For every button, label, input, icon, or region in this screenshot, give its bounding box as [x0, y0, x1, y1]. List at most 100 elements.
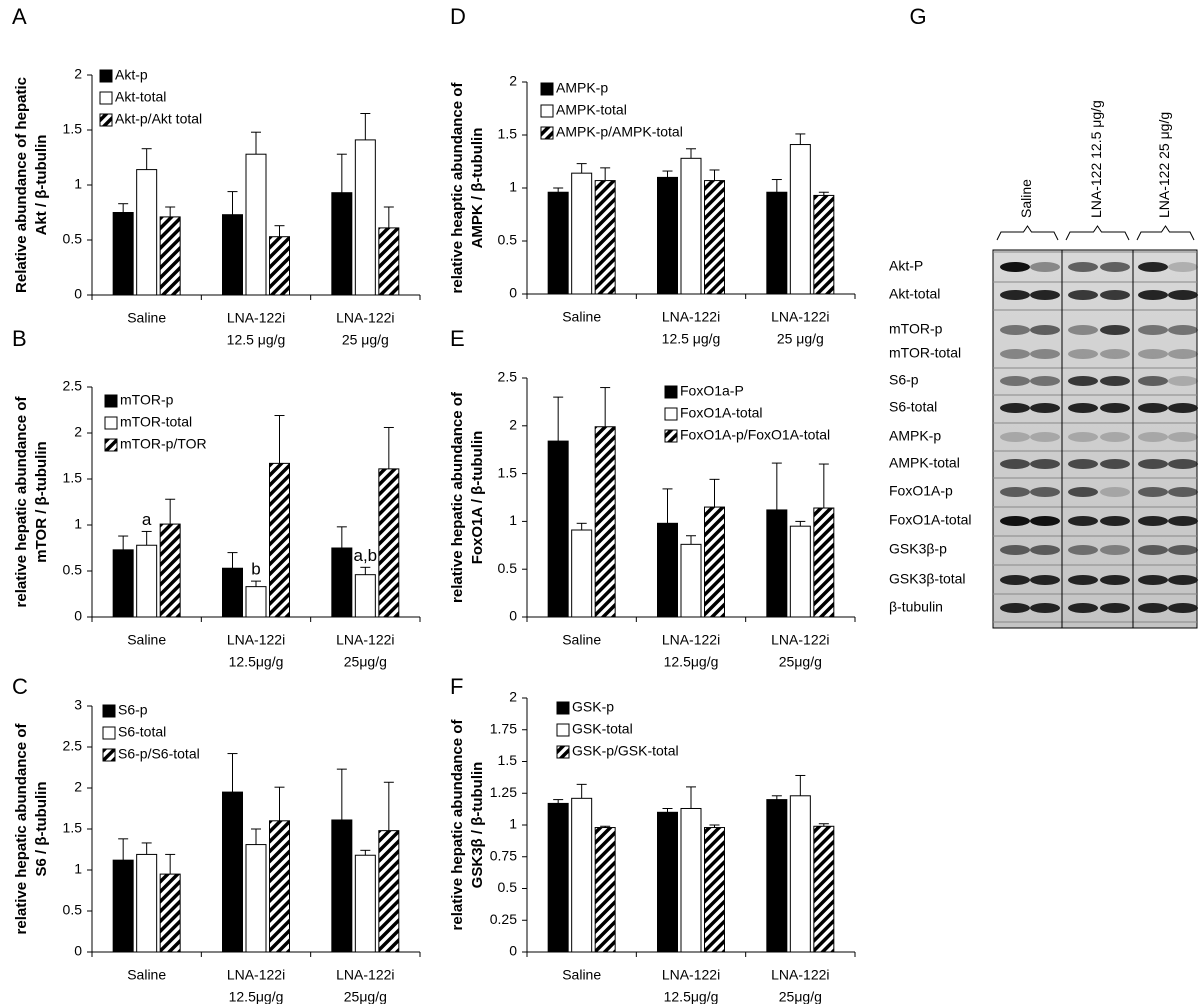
legend-swatch [664, 385, 678, 399]
bar [112, 549, 134, 618]
error-bar [818, 823, 829, 827]
y-axis-title: AMPK / β-tubulin [469, 128, 486, 249]
y-tick-label: 0.5 [498, 560, 518, 576]
bar [112, 859, 134, 953]
bar [331, 819, 353, 953]
y-tick-label: 1 [509, 179, 517, 195]
y-axis-title: Relative abundance of hepatic [13, 77, 30, 293]
legend-swatch [104, 416, 118, 430]
blot-band [1000, 487, 1030, 497]
legend-swatch [556, 723, 570, 737]
y-axis-title: GSK3β / β-tubulin [469, 762, 486, 889]
legend-label: mTOR-p/TOR [120, 436, 207, 452]
error-bar [662, 807, 673, 813]
blot-band [1000, 403, 1030, 413]
blot-band [1030, 376, 1060, 386]
error-bar [686, 148, 696, 159]
blot-band [1000, 603, 1030, 613]
blot-band [1000, 290, 1030, 300]
x-tick-label: LNA-122i [771, 309, 829, 325]
y-axis-title: relative hepatic abundance of [449, 391, 466, 603]
bar [766, 799, 788, 953]
blot-band [1030, 290, 1060, 300]
y-axis-title: relative heaptic abundance of [449, 82, 466, 294]
bar [354, 854, 376, 953]
blot-band [1000, 575, 1030, 585]
bar [547, 802, 569, 953]
error-bar [165, 498, 176, 525]
blot-row-label: FoxO1A-total [889, 512, 971, 528]
blot-band [1138, 459, 1168, 469]
blot-band [1168, 459, 1198, 469]
blot-band [1138, 325, 1168, 335]
bar [112, 212, 134, 296]
y-tick-label: 0.75 [490, 847, 517, 863]
panel-label: C [12, 674, 28, 699]
error-bar [383, 781, 394, 831]
blot-band [1168, 290, 1198, 300]
group-label: LNA-122 25 μg/g [1156, 112, 1172, 218]
x-tick-label: Saline [127, 632, 166, 648]
y-axis-title: relative hepatic abundance of [13, 723, 30, 935]
panel-label: B [12, 326, 27, 351]
error-bar [251, 131, 261, 155]
x-tick-label: LNA-122i [662, 967, 720, 983]
bar [245, 153, 267, 296]
annotation: a,b [354, 546, 378, 565]
blot-band [1168, 403, 1198, 413]
y-tick-label: 1 [74, 516, 82, 532]
blot-band [1138, 487, 1168, 497]
error-bar [795, 520, 806, 527]
error-bar [383, 206, 394, 228]
bar [159, 216, 181, 296]
y-tick-label: 1.5 [498, 464, 518, 480]
error-bar [227, 753, 238, 793]
bar [136, 853, 158, 953]
bar [571, 797, 593, 953]
y-tick-label: 1 [74, 861, 82, 877]
error-bar [576, 783, 587, 799]
bar [657, 522, 678, 618]
bar [378, 227, 400, 296]
blot-band [1100, 603, 1130, 613]
y-tick-label: 1.5 [63, 121, 83, 137]
bar [571, 529, 593, 618]
blot-row-label: Akt-total [889, 286, 940, 302]
x-tick-label: LNA-122i [227, 632, 285, 648]
bar [704, 180, 725, 295]
error-bar [118, 838, 129, 861]
blot-row-label: AMPK-p [889, 428, 941, 444]
bar [789, 795, 811, 953]
bar [331, 192, 353, 296]
blot-band [1168, 432, 1198, 442]
error-bar [336, 153, 347, 193]
y-axis-title: relative hepatic abundance of [449, 719, 466, 931]
y-tick-label: 0.5 [63, 902, 83, 918]
blot-band [1030, 262, 1060, 272]
y-tick-label: 1.75 [490, 720, 517, 736]
y-tick-label: 2 [509, 689, 517, 705]
y-tick-label: 1.5 [63, 470, 83, 486]
y-tick-label: 0.5 [63, 562, 83, 578]
error-bar [600, 167, 611, 181]
blot-band [1030, 459, 1060, 469]
y-tick-label: 3 [74, 697, 82, 713]
blot-row-label: β-tubulin [889, 599, 943, 615]
blot-row-label: S6-total [889, 399, 937, 415]
legend-swatch [540, 82, 554, 96]
group-label: Saline [1018, 179, 1034, 218]
blot-band [1100, 262, 1130, 272]
bar [331, 547, 353, 618]
blot-band [1168, 516, 1198, 526]
x-tick-label: LNA-122i [771, 632, 829, 648]
blot-band [1168, 376, 1198, 386]
y-tick-label: 2.5 [63, 738, 83, 754]
blot-band [1000, 262, 1030, 272]
bar [680, 807, 702, 953]
x-tick-label: 12.5 μg/g [662, 331, 721, 347]
y-tick-label: 0 [74, 286, 82, 302]
